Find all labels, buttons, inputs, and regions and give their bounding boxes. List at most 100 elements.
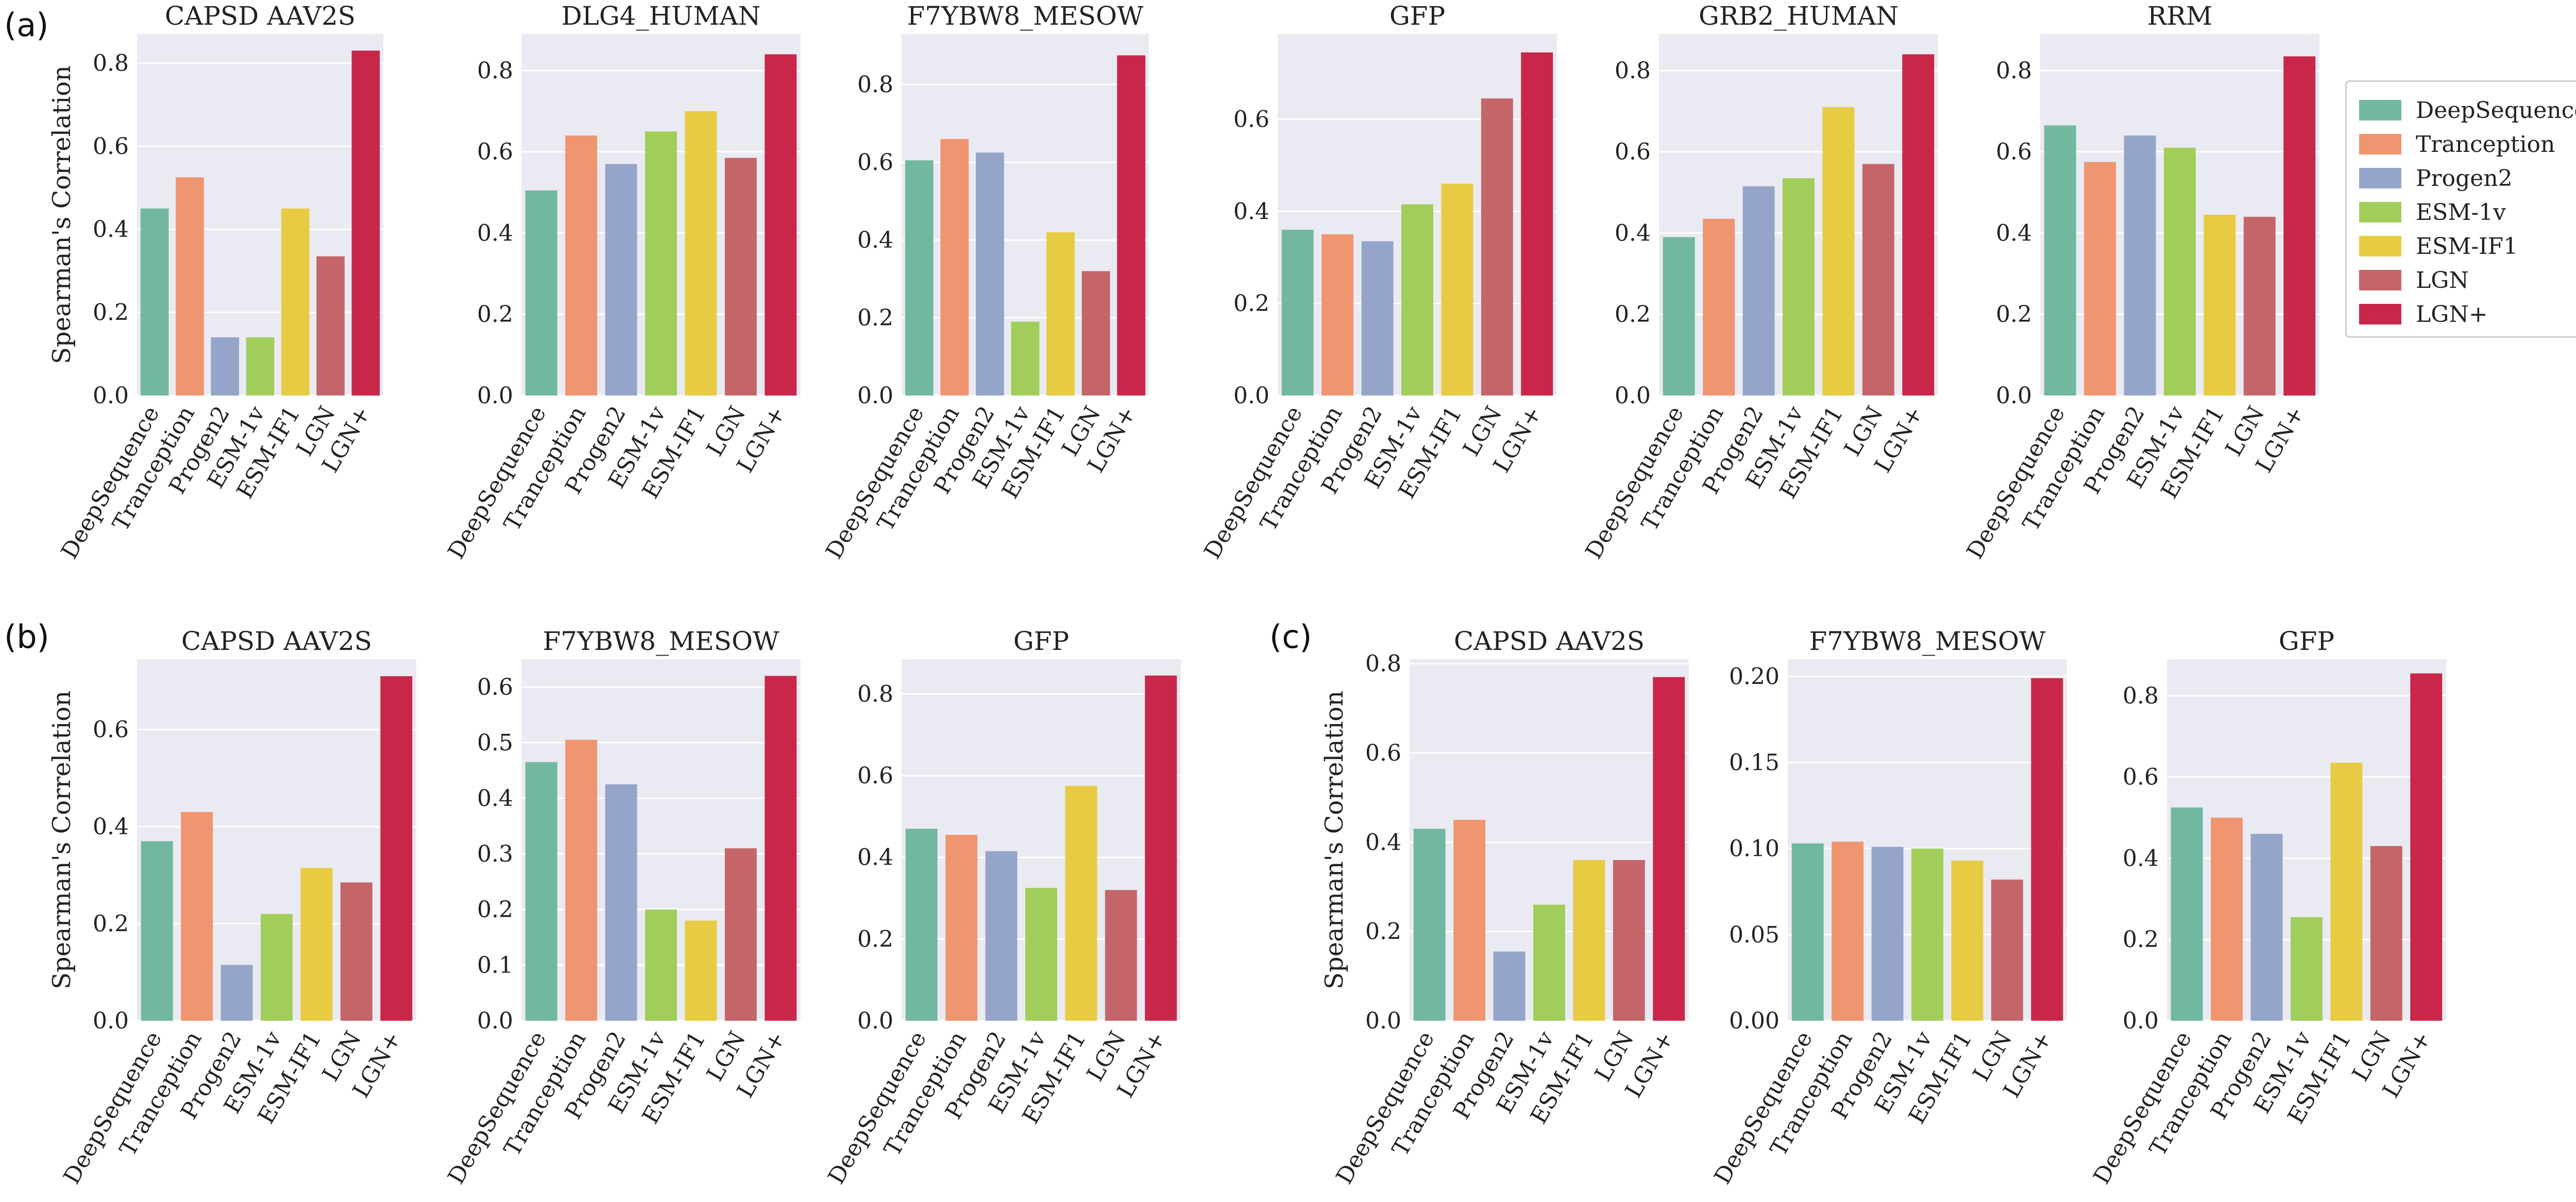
legend-swatch [2359, 304, 2401, 324]
bar [1281, 230, 1314, 396]
bar [246, 337, 275, 396]
bar [2330, 763, 2363, 1021]
bar [141, 841, 173, 1021]
bar [2044, 125, 2076, 396]
bar [2283, 56, 2316, 396]
y-tick-label: 0.6 [1365, 740, 1401, 766]
chart-title: F7YBW8_MESOW [543, 626, 779, 656]
bar [1911, 848, 1943, 1021]
y-tick-label: 0.2 [2123, 926, 2159, 953]
y-tick-label: 0.8 [1996, 58, 2032, 84]
y-tick-label: 0.0 [857, 1008, 893, 1034]
bar [1117, 55, 1146, 396]
y-tick-label: 0.8 [2123, 683, 2159, 709]
chart-title: CAPSD AAV2S [165, 1, 355, 31]
y-tick-label: 0.0 [1615, 383, 1651, 409]
bar [1832, 842, 1864, 1021]
y-tick-label: 0.4 [1615, 220, 1651, 246]
legend-label: ESM-1v [2416, 199, 2506, 226]
bar [1951, 861, 1984, 1021]
bar [340, 882, 372, 1021]
y-tick-label: 0.8 [857, 72, 893, 98]
bar [1453, 820, 1486, 1021]
bar [765, 54, 797, 396]
bar [765, 676, 797, 1021]
y-tick-label: 0.4 [2123, 845, 2159, 871]
y-tick-label: 0.8 [1615, 58, 1651, 84]
legend-label: Tranception [2416, 131, 2555, 158]
y-tick-label: 0.10 [1729, 836, 1780, 862]
y-tick-label: 0.5 [477, 730, 513, 756]
chart-title: CAPSD AAV2S [1454, 626, 1645, 656]
bar [316, 256, 345, 396]
bar [685, 111, 717, 396]
y-tick-label: 0.2 [477, 301, 513, 328]
bar [1321, 234, 1354, 396]
legend-swatch [2359, 202, 2401, 222]
y-tick-label: 0.2 [857, 926, 893, 952]
bar [1573, 860, 1605, 1021]
bar [525, 190, 557, 396]
legend-item: ESM-1v [2359, 195, 2576, 229]
bar [1081, 271, 1110, 396]
y-tick-label: 0.1 [477, 952, 513, 978]
bar [724, 158, 757, 396]
bar [176, 177, 204, 396]
chart-title: RRM [2147, 1, 2213, 31]
bar [2370, 846, 2402, 1021]
legend-swatch [2359, 134, 2401, 154]
chart-title: GFP [1013, 626, 1069, 656]
legend-swatch [2359, 270, 2401, 290]
y-tick-label: 0.8 [857, 681, 893, 707]
bar [1663, 237, 1695, 396]
bar [1521, 52, 1553, 396]
chart-title: GFP [2279, 626, 2334, 656]
bar [605, 784, 637, 1021]
bar [1902, 54, 1935, 396]
bar [140, 208, 169, 396]
bar [1413, 829, 1446, 1021]
y-axis-label: Spearman's Correlation [47, 65, 76, 364]
y-tick-label: 0.6 [2123, 764, 2159, 791]
legend-item: LGN [2359, 263, 2576, 297]
bar [1783, 178, 1815, 396]
y-tick-label: 0.00 [1729, 1008, 1780, 1034]
bar [1011, 321, 1040, 396]
bar [1871, 847, 1904, 1021]
bar [221, 965, 253, 1021]
bar [2211, 817, 2243, 1021]
legend-swatch [2359, 168, 2401, 188]
y-tick-label: 0.4 [93, 814, 129, 840]
y-tick-label: 0.6 [93, 717, 129, 743]
legend-item: DeepSequence [2359, 93, 2576, 127]
bar [1703, 218, 1735, 396]
bar [1401, 204, 1433, 396]
bar [1046, 232, 1075, 396]
bar [1105, 890, 1137, 1021]
bar [2171, 807, 2203, 1021]
y-axis-label: Spearman's Correlation [47, 691, 76, 989]
y-tick-label: 0.4 [1996, 220, 2032, 246]
chart-title: CAPSD AAV2S [181, 626, 372, 656]
y-tick-label: 0.4 [857, 845, 893, 871]
y-tick-label: 0.2 [477, 897, 513, 923]
bar [1822, 107, 1855, 396]
y-tick-label: 0.6 [1615, 139, 1651, 165]
bar [2164, 147, 2196, 396]
bar [905, 160, 934, 396]
y-tick-label: 0.2 [1365, 919, 1401, 945]
panel-label-b: (b) [4, 618, 49, 656]
y-tick-label: 0.4 [477, 785, 513, 812]
bar [565, 135, 598, 396]
y-tick-label: 0.6 [477, 674, 513, 700]
chart-title: GRB2_HUMAN [1699, 1, 1899, 31]
y-tick-label: 0.0 [93, 383, 129, 409]
panel-label-c: (c) [1269, 618, 1312, 656]
legend-item: ESM-IF1 [2359, 229, 2576, 263]
y-tick-label: 0.0 [2123, 1008, 2159, 1034]
y-tick-label: 0.6 [93, 133, 129, 160]
bar [1533, 904, 1565, 1021]
bar [2084, 162, 2116, 396]
legend-label: LGN+ [2416, 301, 2488, 328]
y-tick-label: 0.6 [857, 763, 893, 789]
